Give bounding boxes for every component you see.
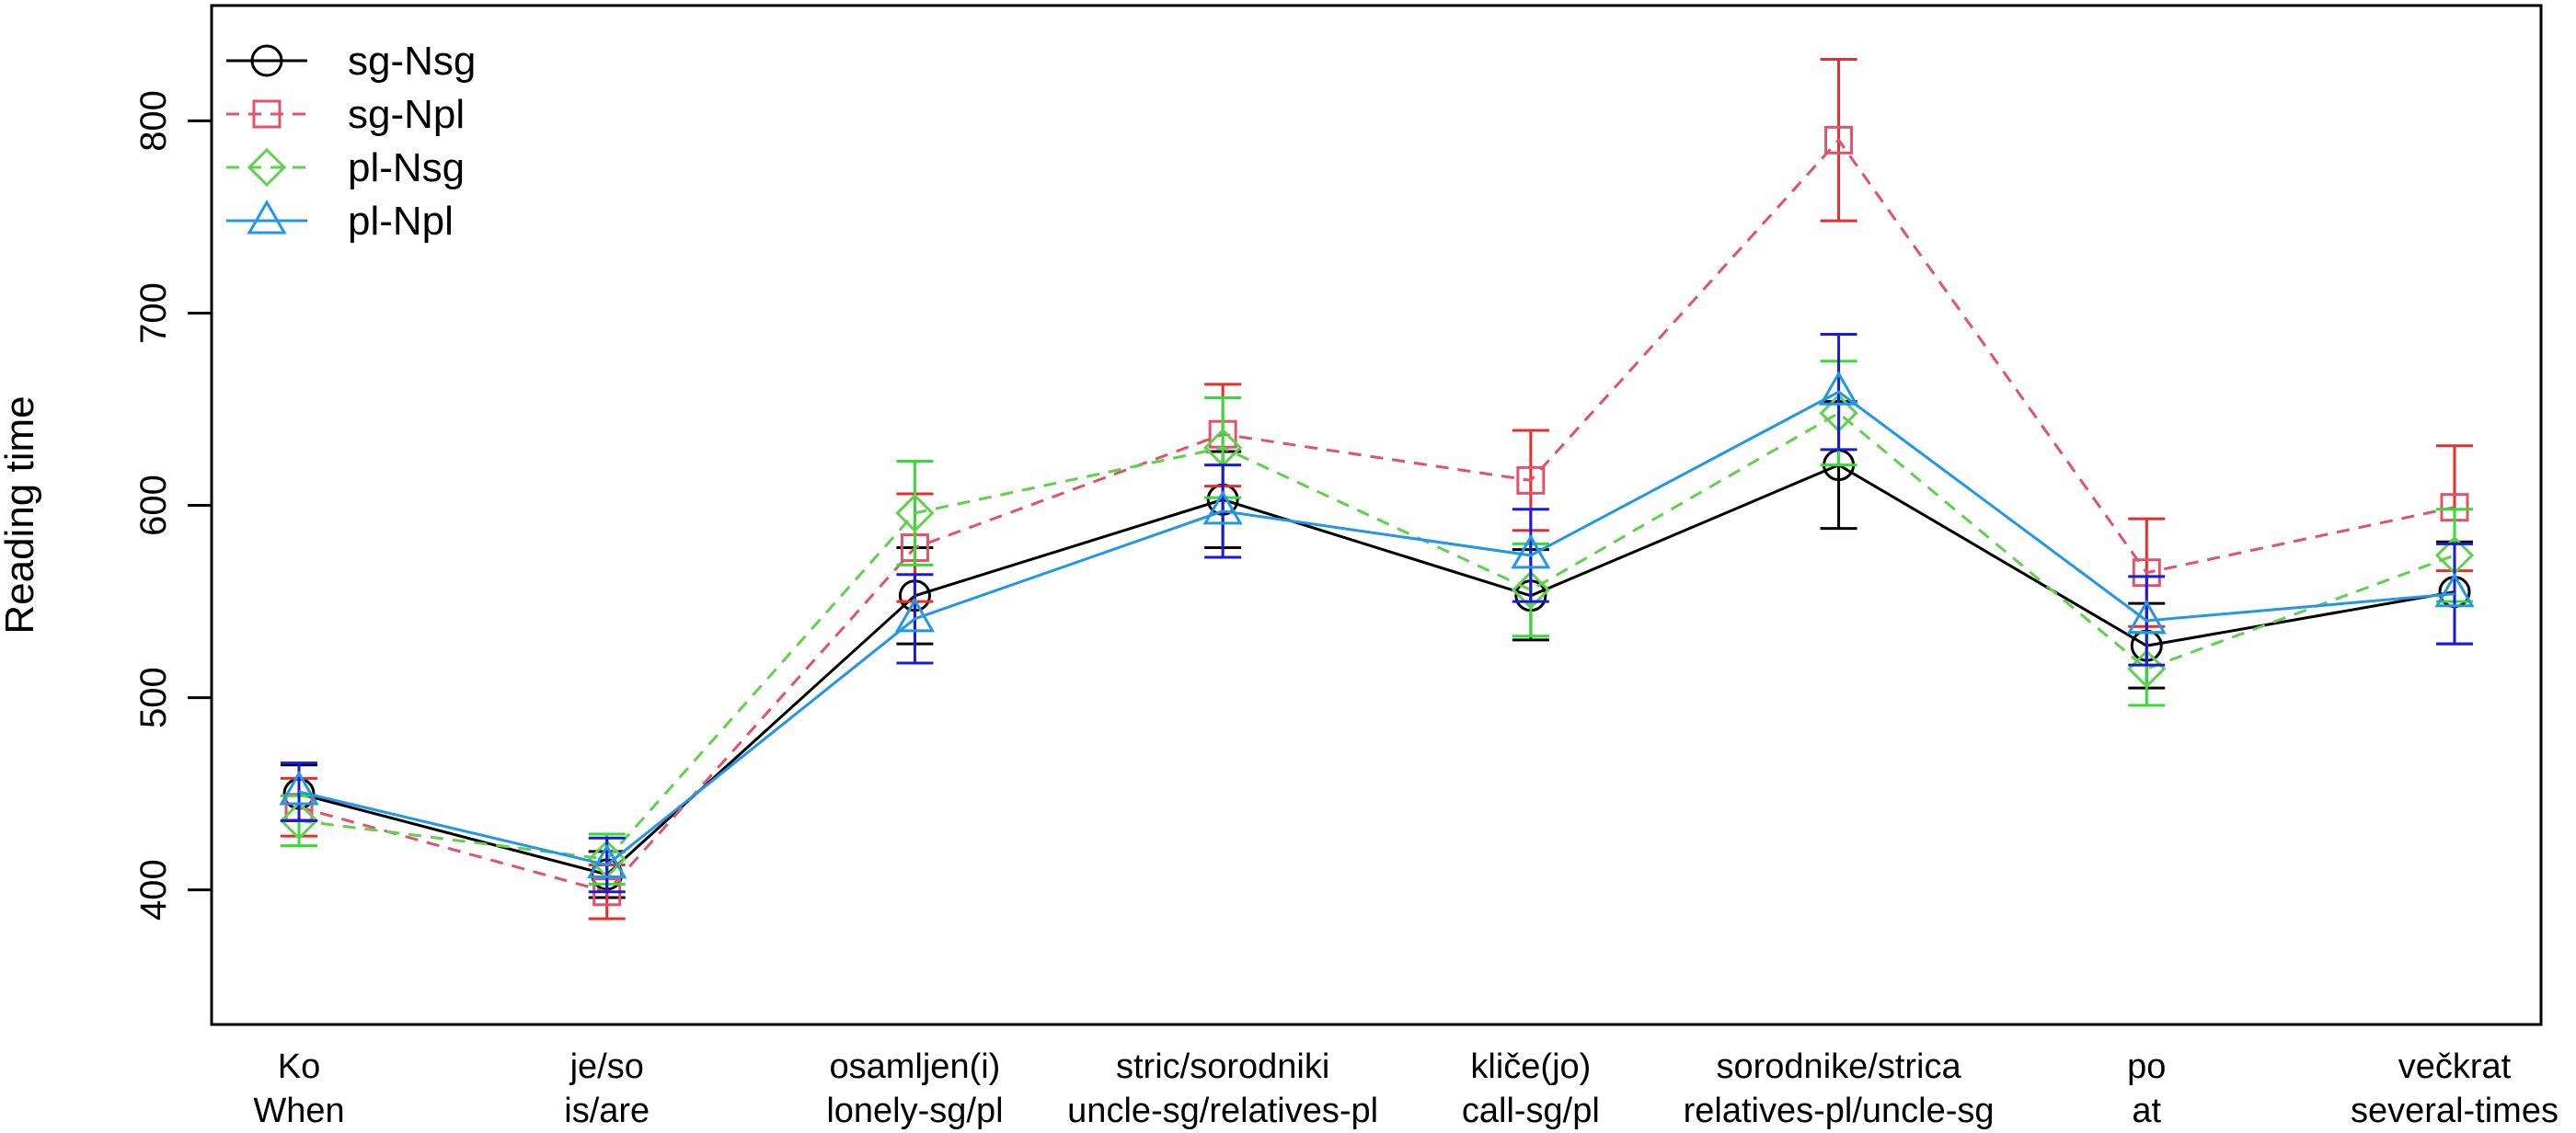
legend-entry: sg-Npl (226, 92, 465, 137)
x-category-gloss: call-sg/pl (1462, 1092, 1600, 1130)
x-category-label: kliče(jo) (1470, 1047, 1591, 1086)
series-line (298, 463, 2455, 876)
x-category-label: stric/sorodniki (1116, 1047, 1329, 1086)
legend-marker (252, 99, 282, 129)
data-point (1818, 371, 1859, 406)
data-point (894, 597, 936, 633)
legend-entry: pl-Npl (226, 199, 454, 244)
data-point (1516, 465, 1546, 495)
x-category-gloss: several-times (2351, 1092, 2559, 1130)
series-layer (279, 58, 2475, 921)
y-tick-label: 700 (133, 282, 174, 344)
series-line (298, 137, 2455, 894)
data-point (1202, 489, 1243, 525)
x-category-label: Ko (278, 1047, 320, 1086)
x-category-gloss: is/are (564, 1092, 650, 1130)
legend: sg-Nsg sg-Npl pl-Nsg pl-Npl (226, 39, 476, 244)
series-line (298, 411, 2455, 861)
y-tick-label: 400 (133, 859, 174, 921)
series-sg-Npl (281, 58, 2473, 921)
x-category-gloss: When (253, 1092, 344, 1130)
data-point (1511, 533, 1551, 569)
x-axis-labels: Ko When je/so is/are osamljen(i) lonely-sg/pl… (253, 1047, 2559, 1130)
legend-entry: sg-Nsg (226, 39, 476, 84)
legend-label: pl-Npl (348, 199, 454, 244)
legend-label: pl-Nsg (348, 145, 465, 190)
data-point (279, 801, 319, 841)
legend-marker (250, 44, 283, 77)
data-point (587, 843, 627, 878)
x-category-label: po (2127, 1047, 2166, 1086)
x-category-gloss: uncle-sg/relatives-pl (1067, 1092, 1378, 1130)
x-category-gloss: relatives-pl/uncle-sg (1684, 1092, 1995, 1130)
legend-label: sg-Nsg (348, 39, 476, 84)
data-point (279, 771, 319, 806)
series-sg-Nsg (281, 400, 2473, 899)
plot-frame (210, 4, 2543, 1026)
x-category-label: osamljen(i) (830, 1047, 1001, 1086)
x-category-gloss: at (2132, 1092, 2161, 1130)
data-point (2434, 572, 2475, 608)
x-category-label: sorodnike/strica (1717, 1047, 1962, 1086)
x-category-label: večkrat (2398, 1047, 2512, 1086)
data-point (2126, 599, 2167, 635)
y-axis-title: Reading time (0, 395, 42, 634)
data-point (2127, 649, 2167, 689)
x-category-gloss: lonely-sg/pl (826, 1092, 1003, 1130)
data-point (1511, 570, 1550, 610)
legend-marker (247, 147, 287, 188)
y-tick-label: 800 (133, 90, 174, 152)
series-pl-Nsg (279, 360, 2475, 886)
series-line (298, 390, 2455, 867)
y-tick-label: 600 (133, 475, 174, 536)
legend-label: sg-Npl (348, 92, 465, 137)
legend-marker (247, 199, 287, 235)
data-point (895, 493, 935, 533)
data-point (1824, 125, 1854, 154)
y-tick-label: 500 (133, 667, 174, 728)
legend-entry: pl-Nsg (226, 145, 465, 190)
y-axis: 400 500 600 700 800 (133, 90, 213, 921)
series-pl-Npl (279, 332, 2475, 894)
x-category-label: je/so (569, 1047, 644, 1086)
